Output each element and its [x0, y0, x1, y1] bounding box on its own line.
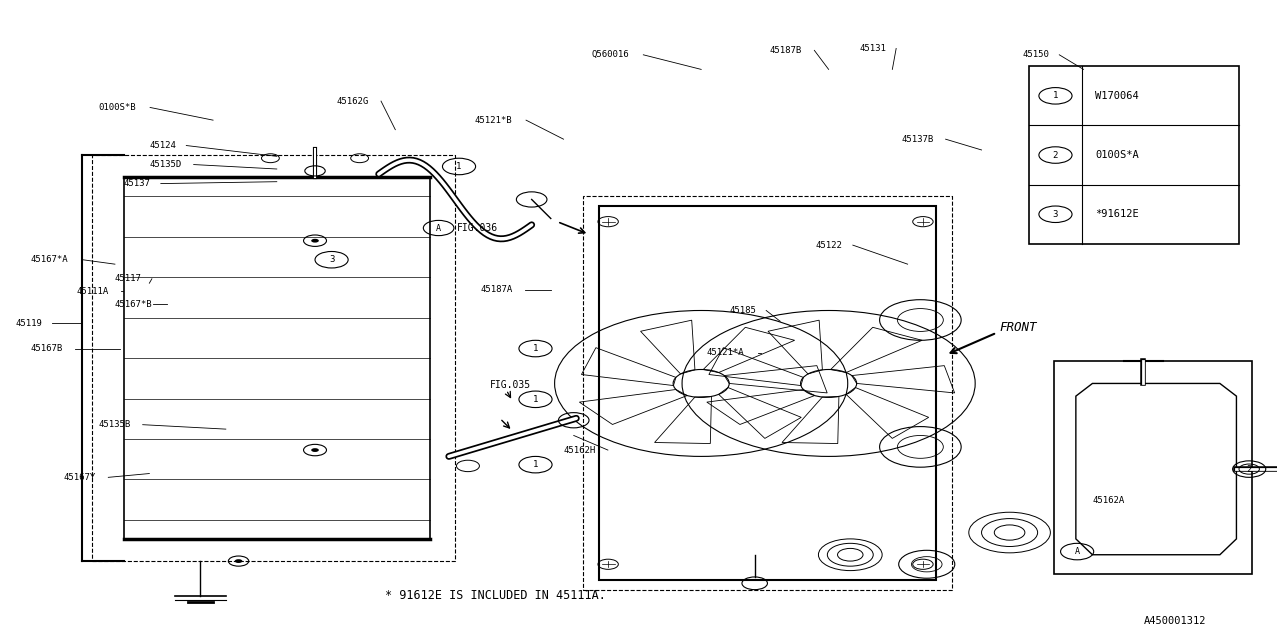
Text: 45121*A: 45121*A — [707, 349, 744, 358]
Text: 1: 1 — [1052, 92, 1059, 100]
Text: 45119: 45119 — [15, 319, 42, 328]
Text: 45124: 45124 — [150, 141, 177, 150]
Text: 45135D: 45135D — [150, 160, 182, 169]
Text: *91612E: *91612E — [1094, 209, 1139, 220]
Text: 45185: 45185 — [730, 306, 756, 315]
Text: Q560016: Q560016 — [591, 51, 630, 60]
Text: A: A — [436, 223, 442, 232]
Bar — [1055, 361, 1252, 574]
Circle shape — [234, 559, 242, 563]
Text: 45167Y: 45167Y — [64, 473, 96, 482]
Text: 45167*A: 45167*A — [31, 255, 68, 264]
Text: 45135B: 45135B — [99, 420, 131, 429]
Text: 45167B: 45167B — [31, 344, 63, 353]
Text: 45117: 45117 — [115, 275, 142, 284]
Text: 45137B: 45137B — [901, 134, 933, 144]
Text: 0100S*A: 0100S*A — [1094, 150, 1139, 160]
Text: 1: 1 — [532, 344, 538, 353]
Text: 1: 1 — [457, 162, 462, 171]
Text: W170064: W170064 — [1094, 91, 1139, 101]
Text: 45162G: 45162G — [337, 97, 369, 106]
Bar — [1029, 66, 1239, 244]
Text: 45150: 45150 — [1023, 51, 1050, 60]
Text: 45187A: 45187A — [481, 285, 513, 294]
Text: 45121*B: 45121*B — [475, 116, 512, 125]
Text: A450001312: A450001312 — [1143, 616, 1206, 627]
Text: FRONT: FRONT — [1000, 321, 1037, 334]
Text: 45167*B: 45167*B — [115, 300, 152, 308]
Text: 45122: 45122 — [815, 241, 842, 250]
Text: * 91612E IS INCLUDED IN 45111A.: * 91612E IS INCLUDED IN 45111A. — [385, 589, 605, 602]
Text: 45111A: 45111A — [77, 287, 109, 296]
Text: 45187B: 45187B — [771, 46, 803, 55]
Text: 3: 3 — [329, 255, 334, 264]
Text: 1: 1 — [532, 395, 538, 404]
Text: 45131: 45131 — [859, 44, 886, 53]
Circle shape — [311, 448, 319, 452]
Text: 2: 2 — [1052, 150, 1059, 159]
Text: 45162A: 45162A — [1092, 496, 1125, 506]
Text: A: A — [1075, 547, 1079, 556]
Text: 1: 1 — [532, 460, 538, 469]
Text: 45162H: 45162H — [563, 445, 595, 454]
Text: 2: 2 — [1247, 465, 1252, 474]
Circle shape — [311, 239, 319, 243]
Text: 45137: 45137 — [124, 179, 151, 188]
Text: FIG.036: FIG.036 — [457, 223, 498, 233]
Text: 0100S*B: 0100S*B — [99, 103, 136, 112]
Text: FIG.035: FIG.035 — [490, 380, 531, 390]
Text: 3: 3 — [1052, 210, 1059, 219]
